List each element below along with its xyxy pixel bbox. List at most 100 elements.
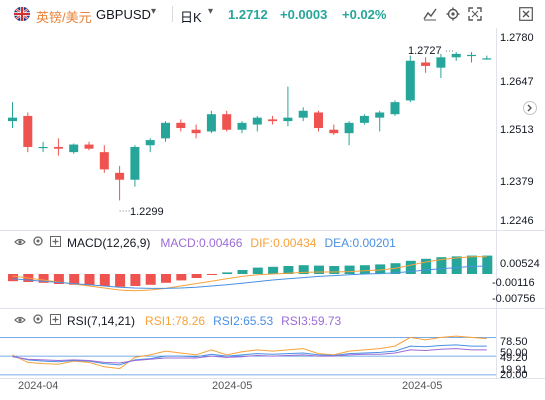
candle-body (482, 58, 492, 60)
macd-histogram-bar (130, 274, 141, 286)
symbol-dropdown-icon[interactable]: ▾ (151, 6, 157, 17)
macd-histogram-bar (176, 274, 187, 281)
rsi1-value: RSI1:78.26 (145, 313, 206, 328)
indicator-toggle-icon[interactable] (50, 313, 61, 328)
rsi2-line (12, 344, 487, 366)
macd-chart[interactable] (0, 250, 496, 308)
macd-histogram-bar (8, 274, 18, 282)
macd-histogram-bar (405, 260, 416, 274)
timeframe-dropdown-icon[interactable]: ▾ (208, 6, 214, 17)
macd-histogram-bar (145, 274, 156, 285)
rsi-axis-label: 49.20 (500, 352, 528, 364)
macd-histogram-bar (53, 274, 64, 284)
visibility-icon[interactable] (14, 314, 26, 328)
candle-body (467, 54, 476, 57)
candle-body (375, 112, 385, 118)
visibility-icon[interactable] (14, 236, 26, 250)
candle-body (252, 117, 262, 125)
candle-body (206, 114, 216, 132)
line-tool-button[interactable] (419, 4, 441, 24)
close-button[interactable] (515, 4, 537, 24)
candle-body (8, 117, 17, 122)
indicator-settings-icon[interactable] (32, 313, 44, 328)
candle-body (436, 57, 446, 68)
macd-axis-label: 0.00524 (500, 258, 540, 270)
rsi2-value: RSI2:65.53 (213, 313, 274, 328)
candle-body (237, 122, 247, 130)
candle-body (191, 129, 201, 134)
price-axis-label: 1.2780 (500, 32, 534, 44)
last-price: 1.2712 (228, 7, 268, 22)
candle-body (344, 122, 354, 134)
rsi-axis-label: 20.00 (500, 369, 528, 381)
macd-axis-label: -0.00756 (492, 293, 536, 305)
dea-line (12, 265, 487, 289)
price-change: +0.0003 (280, 7, 328, 22)
symbol-code[interactable]: GBPUSD (96, 7, 151, 22)
macd-histogram-bar (222, 272, 233, 274)
rsi-header: RSI(7,14,21) RSI1:78.26 RSI2:65.53 RSI3:… (14, 313, 341, 328)
macd-histogram-bar (436, 257, 447, 274)
low-price-marker: 1.2299 (130, 206, 164, 218)
rsi-axis-label: 78.50 (500, 336, 528, 348)
candle-body (84, 144, 94, 149)
macd-histogram-bar (329, 266, 340, 274)
price-axis-label: 1.2379 (500, 176, 534, 188)
price-axis-label: 1.2647 (500, 76, 534, 88)
candle-body (421, 62, 431, 66)
macd-histogram-bar (252, 267, 263, 274)
dif-line (12, 256, 487, 292)
indicator-settings-icon[interactable] (32, 235, 44, 250)
uk-flag-icon (14, 7, 30, 21)
expand-arrow-icon[interactable] (523, 99, 537, 117)
macd-histogram-bar (191, 274, 202, 278)
candle-body (99, 152, 109, 170)
settings-button[interactable] (442, 4, 464, 24)
macd-histogram-bar (359, 265, 370, 274)
line-tool-icon (423, 8, 437, 21)
macd-header: MACD(12,26,9) MACD:0.00466 DIF:0.00434 D… (14, 235, 396, 250)
toolbar-divider (172, 6, 173, 22)
rsi3-line (12, 348, 487, 364)
candle-body (451, 53, 461, 58)
symbol-name[interactable]: 英镑/美元 (36, 10, 92, 25)
rsi1-line (12, 335, 487, 370)
candle-body (314, 112, 323, 128)
macd-histogram-bar (161, 274, 171, 283)
x-axis-label: 2024-05 (212, 380, 253, 392)
candle-body (38, 146, 48, 149)
price-change-percent: +0.02% (342, 7, 387, 22)
x-axis-label: 2024-05 (402, 380, 443, 392)
high-price-marker: 1.2727 (408, 45, 442, 57)
candle-body (145, 140, 155, 146)
pane-divider (0, 378, 545, 379)
rsi-axis-label: 19.91 (500, 364, 528, 376)
macd-histogram-bar (115, 274, 126, 287)
candle-body (222, 114, 232, 130)
candle-body (69, 144, 79, 153)
macd-axis-label: -0.00116 (492, 277, 535, 289)
macd-name: MACD(12,26,9) (67, 235, 151, 250)
fullscreen-button[interactable] (464, 4, 486, 24)
candlestick-chart[interactable] (0, 28, 496, 228)
candle-body (283, 117, 293, 122)
price-axis-label: 1.2513 (500, 124, 534, 136)
rsi-chart[interactable] (0, 328, 496, 378)
timeframe-selector[interactable]: 日K (180, 10, 202, 25)
macd-histogram-bar (38, 274, 49, 283)
indicator-toggle-icon[interactable] (50, 235, 61, 250)
macd-histogram-bar (206, 274, 217, 275)
price-axis-label: 1.2246 (500, 215, 534, 227)
macd-value: MACD:0.00466 (160, 235, 243, 250)
candle-body (115, 172, 125, 180)
candle-body (161, 122, 170, 139)
rsi-axis-label: 50.00 (500, 347, 528, 359)
macd-histogram-bar (375, 264, 386, 274)
candle-body (23, 115, 33, 147)
macd-histogram-bar (268, 266, 279, 274)
rsi3-value: RSI3:59.73 (281, 313, 342, 328)
macd-histogram-bar (99, 274, 110, 286)
macd-histogram-bar (283, 266, 294, 274)
candle-body (268, 119, 278, 122)
dif-value: DIF:0.00434 (250, 235, 317, 250)
